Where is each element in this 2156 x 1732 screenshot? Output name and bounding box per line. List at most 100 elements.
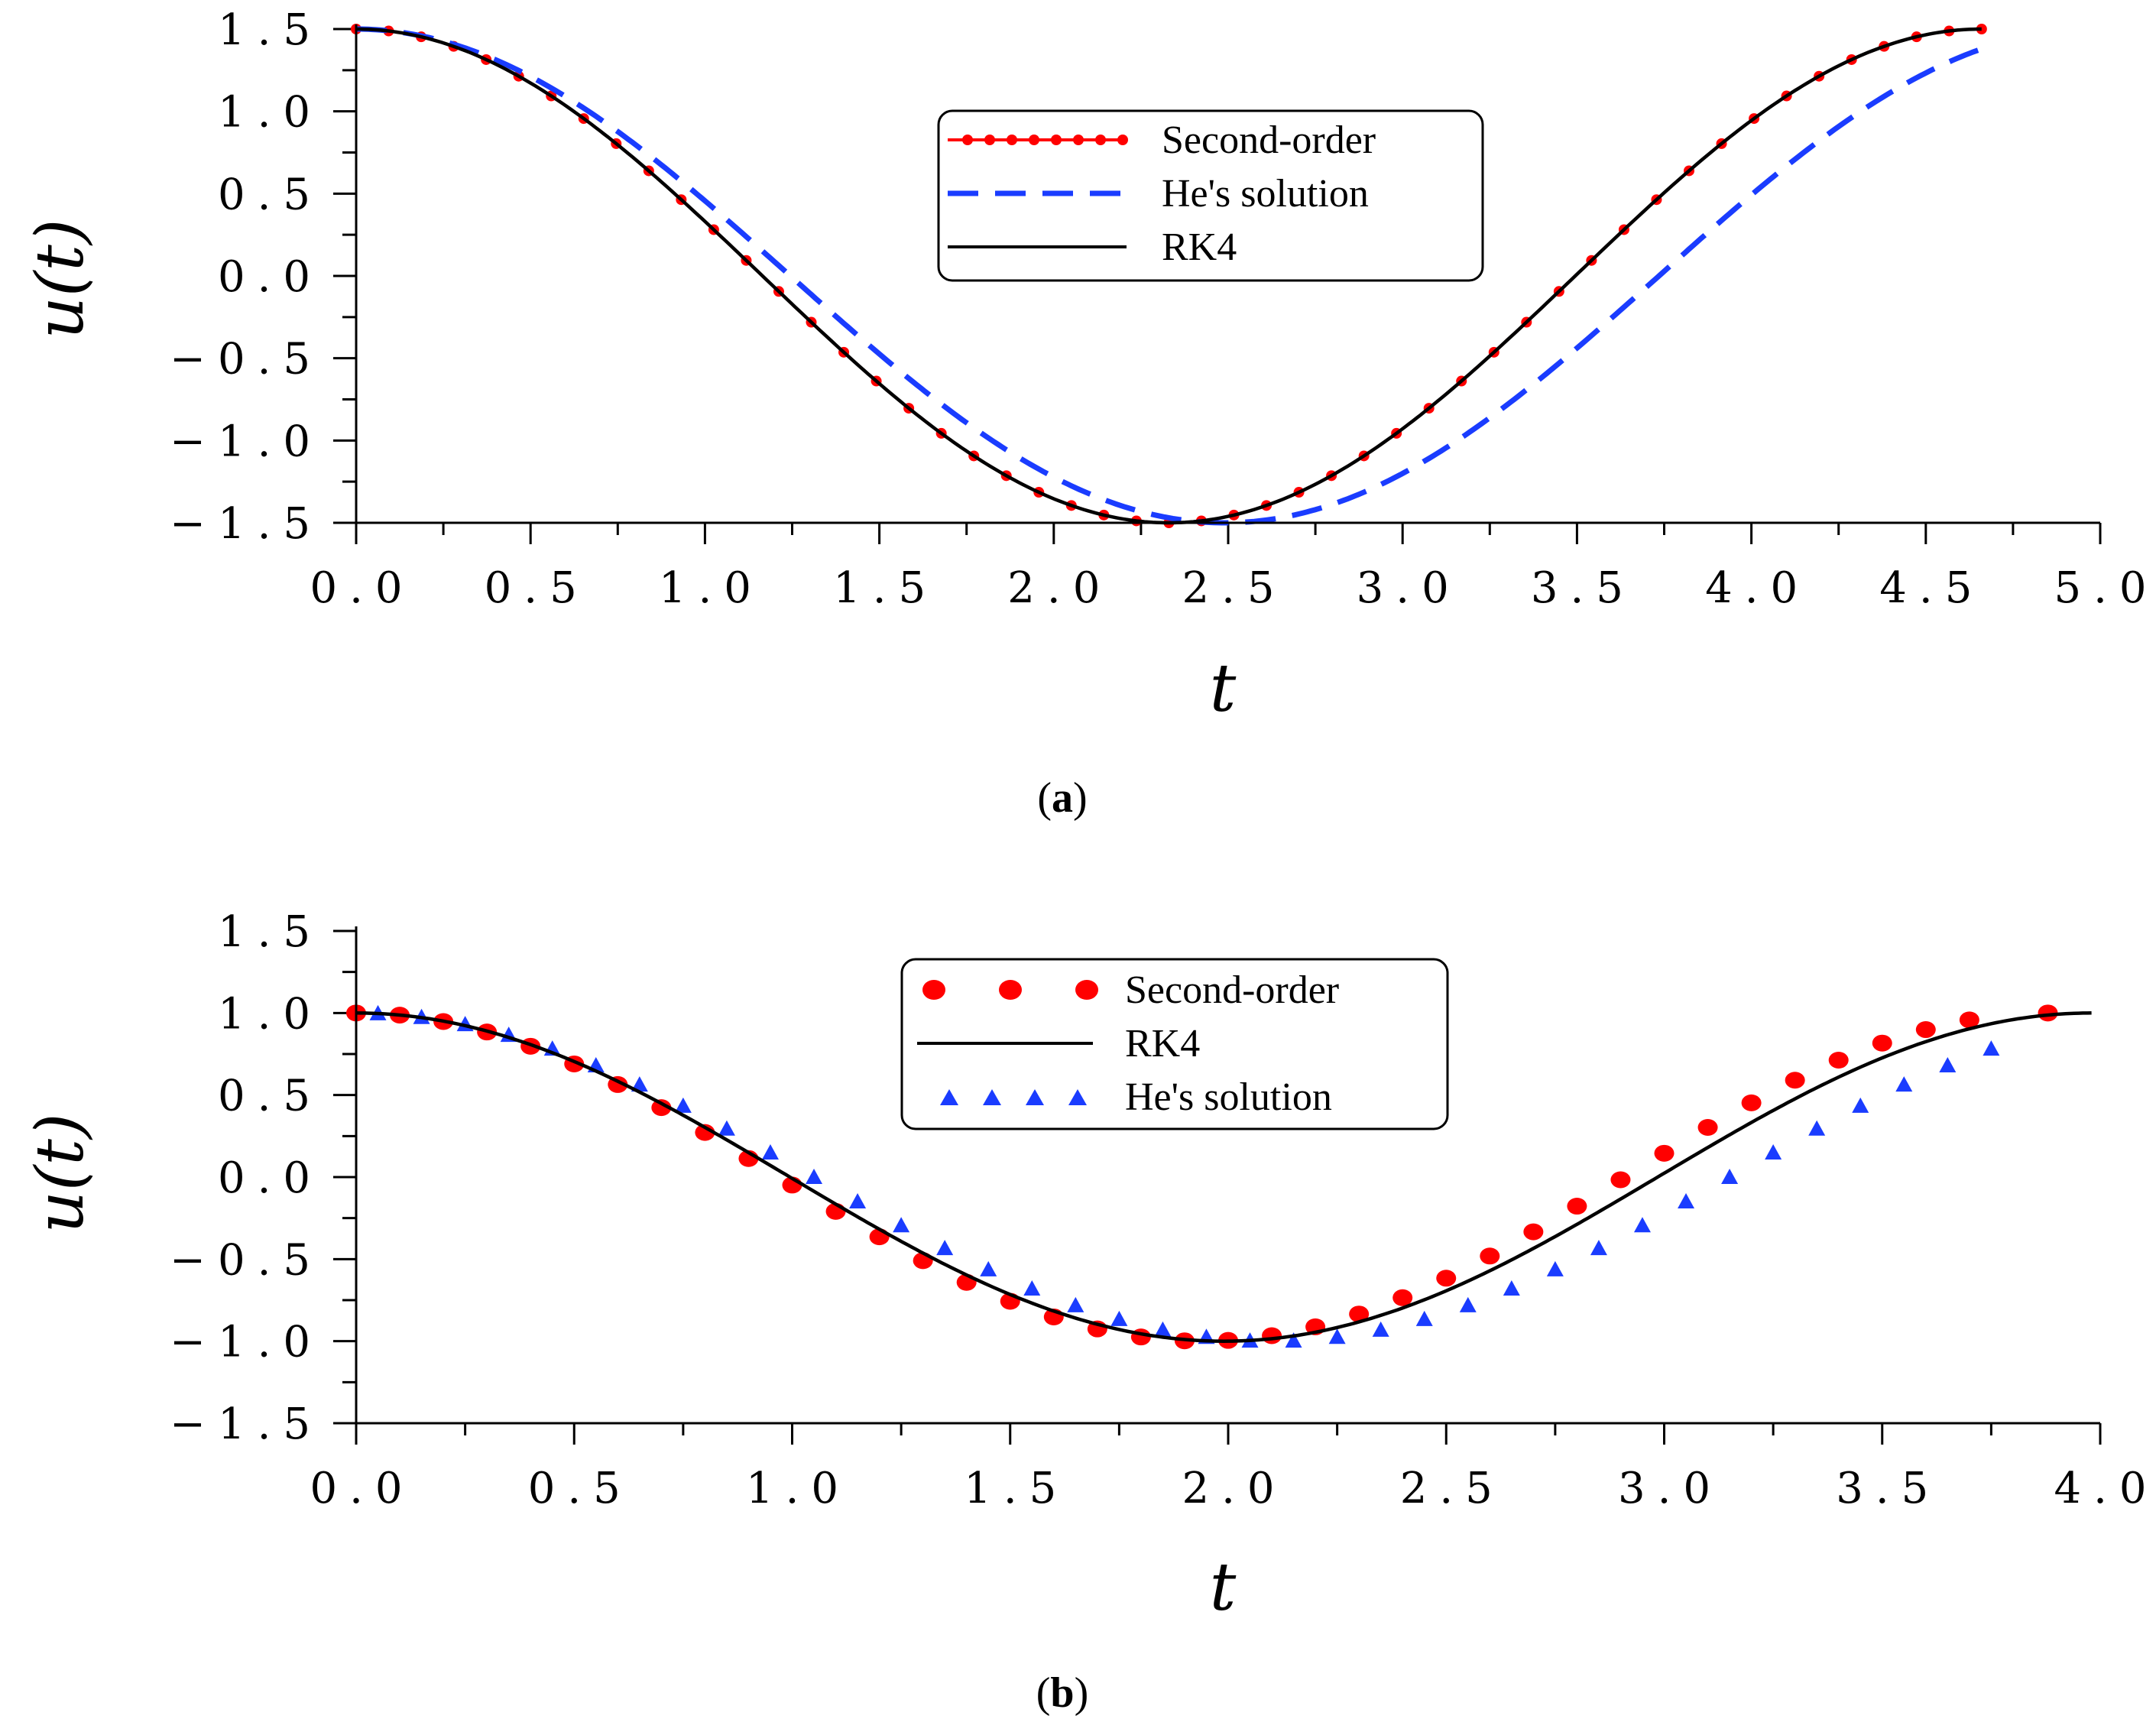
panel-b-point-he-s-solution [1895, 1076, 1913, 1092]
panel-b-point-he-s-solution [631, 1076, 648, 1092]
panel-b-legend-dots [922, 980, 1098, 1000]
panel-b-legend-marker [922, 980, 945, 1000]
panel-b-point-second-order [1392, 1289, 1413, 1306]
panel-b-point-he-s-solution [1546, 1260, 1564, 1276]
panel-b-point-second-order [1523, 1223, 1544, 1241]
panel-b-ytick-label: −0.5 [170, 1235, 323, 1285]
panel-a-xtick-label: 2.0 [1007, 563, 1112, 613]
panel-a-point-second-order [1976, 24, 1987, 34]
panel-b-legend-triangles [940, 1089, 1087, 1105]
panel-a-legend: Second-order He's solution RK4 [937, 109, 1484, 282]
panel-b-point-second-order [1436, 1270, 1457, 1287]
panel-a-legend-entry-1: Second-order [948, 118, 1376, 162]
panel-b-legend: Second-order RK4 He's solution [900, 958, 1449, 1130]
panel-b-ytick-label: 0.0 [218, 1153, 323, 1203]
panel-b-point-he-s-solution [718, 1120, 735, 1136]
panel-b-xtick-label: 1.0 [746, 1464, 851, 1513]
panel-a-xtick-label: 5.0 [2054, 563, 2156, 613]
panel-b-point-he-s-solution [1808, 1120, 1826, 1136]
panel-b-point-he-s-solution [849, 1192, 867, 1208]
panel-a-legend-label-2: He's solution [1162, 172, 1369, 216]
panel-a-xtick-label: 0.5 [485, 563, 589, 613]
panel-a-xtick-label: 2.5 [1182, 563, 1286, 613]
panel-b-point-second-order [1610, 1171, 1631, 1189]
panel-b-ytick-label: −1.0 [170, 1318, 323, 1367]
panel-b-xtick-label: 0.0 [310, 1464, 414, 1513]
panel-a-xtick-label: 1.5 [833, 563, 938, 613]
panel-b-xtick-label: 3.0 [1618, 1464, 1723, 1513]
panel-a-ytick-label: −1.0 [170, 417, 323, 466]
panel-b-curves [346, 1004, 2092, 1350]
panel-a-ytick-label: 0.0 [218, 252, 323, 302]
panel-b: 0.0 0.5 1.0 1.5 2.0 2.5 3.0 3.5 4.0 1.5 1.0 0.5 0.0 −… [22, 907, 2147, 1717]
panel-a-xtick-label: 1.0 [659, 563, 764, 613]
panel-b-legend-entry-2: RK4 [917, 1022, 1200, 1065]
panel-b-point-he-s-solution [806, 1169, 823, 1184]
panel-b-point-he-s-solution [1765, 1144, 1782, 1160]
panel-b-point-he-s-solution [1415, 1310, 1433, 1326]
panel-b-point-he-s-solution [1154, 1321, 1172, 1337]
panel-a-caption: (a) [1037, 774, 1087, 822]
panel-b-point-he-s-solution [1678, 1192, 1695, 1208]
panel-b-legend-box [900, 958, 1449, 1130]
panel-b-caption: (b) [1036, 1669, 1088, 1717]
panel-b-ylabel: u(t) [22, 1113, 99, 1233]
panel-b-point-second-order [1697, 1118, 1718, 1136]
panel-b-point-he-s-solution [1110, 1310, 1128, 1326]
panel-b-ytick-label: 0.5 [218, 1072, 323, 1121]
panel-b-point-he-s-solution [1503, 1280, 1520, 1296]
panel-a-ytick-label: −0.5 [170, 335, 323, 384]
panel-a-legend-marker [1095, 135, 1106, 145]
panel-b-point-second-order [1349, 1305, 1370, 1323]
panel-b-point-second-order [1741, 1094, 1762, 1111]
panel-a-axes [355, 24, 2100, 524]
panel-b-point-he-s-solution [1590, 1240, 1607, 1256]
panel-a-legend-marker [1073, 135, 1084, 145]
panel-a: 0.0 0.5 1.0 1.5 2.0 2.5 3.0 3.5 4.0 4.5 5.0 1.5 1.0 0… [22, 5, 2156, 822]
panel-a-legend-entry-3: RK4 [948, 225, 1237, 269]
panel-a-xtick-label: 0.0 [310, 563, 414, 613]
panel-b-legend-marker [999, 980, 1022, 1000]
panel-b-ticks [333, 929, 2102, 1445]
panel-b-axes [355, 926, 2100, 1425]
panel-b-legend-marker [1026, 1089, 1044, 1105]
panel-b-point-he-s-solution [1023, 1280, 1041, 1296]
panel-b-point-he-s-solution [980, 1260, 997, 1276]
panel-b-point-second-order [1480, 1247, 1500, 1265]
panel-b-point-he-s-solution [761, 1144, 779, 1160]
panel-b-xtick-label: 2.5 [1400, 1464, 1505, 1513]
panel-b-legend-marker [983, 1089, 1001, 1105]
panel-b-point-he-s-solution [1852, 1097, 1869, 1113]
panel-b-ytick-label: −1.5 [170, 1400, 323, 1449]
panel-b-xtick-label: 1.5 [964, 1464, 1068, 1513]
panel-a-legend-marker [1117, 135, 1128, 145]
panel-b-series-rk4 [355, 1011, 2092, 1343]
panel-b-xlabel: t [1210, 1549, 1237, 1626]
panel-b-point-second-order [1872, 1034, 1892, 1052]
panel-b-legend-marker [1075, 980, 1098, 1000]
panel-b-point-he-s-solution [1633, 1217, 1651, 1233]
panel-b-tick-labels: 0.0 0.5 1.0 1.5 2.0 2.5 3.0 3.5 4.0 1.5 1.0 0.5 0.0 −… [170, 907, 2147, 1513]
panel-a-legend-dots [962, 135, 1128, 145]
panel-b-point-he-s-solution [1372, 1321, 1389, 1337]
panel-a-legend-entry-2: He's solution [948, 172, 1369, 216]
panel-a-xtick-label: 4.5 [1879, 563, 1984, 613]
panel-a-series-he-s-solution [356, 26, 1983, 526]
panel-a-legend-marker [962, 135, 973, 145]
panel-b-legend-label-1: Second-order [1125, 968, 1339, 1012]
panel-a-legend-label-1: Second-order [1162, 118, 1376, 162]
panel-b-point-second-order [1915, 1021, 1936, 1039]
panel-a-ytick-label: 0.5 [218, 170, 323, 219]
panel-a-legend-label-3: RK4 [1162, 225, 1237, 269]
panel-b-legend-label-3: He's solution [1125, 1075, 1332, 1119]
panel-a-xtick-label: 3.5 [1531, 563, 1636, 613]
panel-b-point-second-order [651, 1099, 672, 1117]
panel-b-point-he-s-solution [1721, 1169, 1739, 1184]
panel-b-legend-label-2: RK4 [1125, 1022, 1200, 1065]
panel-a-legend-box [937, 109, 1484, 282]
panel-b-legend-entry-3: He's solution [940, 1075, 1332, 1119]
panel-a-ticks [333, 28, 2102, 544]
panel-b-point-he-s-solution [1067, 1296, 1084, 1312]
panel-b-point-he-s-solution [1983, 1040, 2000, 1056]
